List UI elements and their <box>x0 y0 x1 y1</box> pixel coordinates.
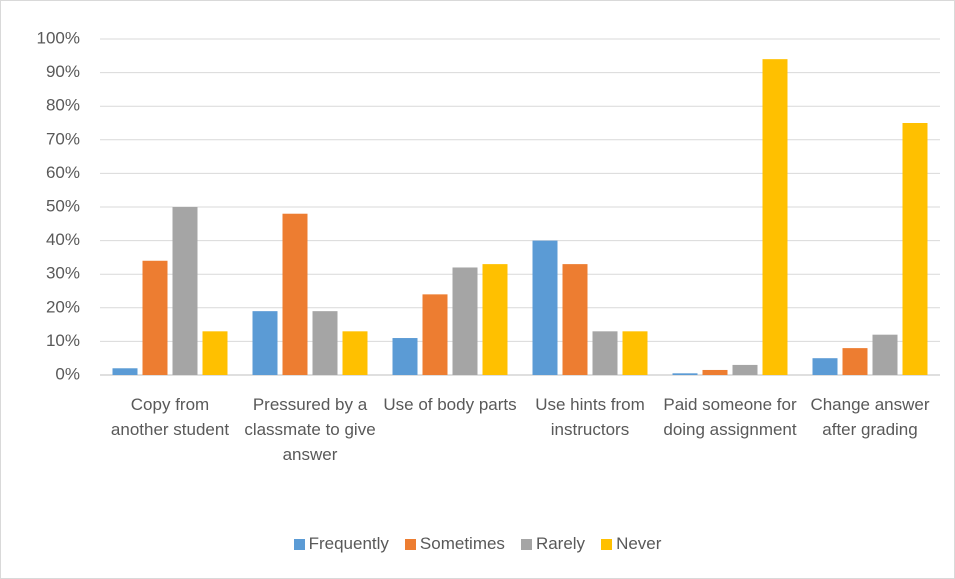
y-tick-label: 0% <box>55 364 80 383</box>
legend-item: Never <box>601 534 661 554</box>
y-tick-label: 90% <box>46 62 80 81</box>
bar <box>172 207 198 375</box>
bar <box>312 311 338 375</box>
y-tick-label: 10% <box>46 331 80 350</box>
legend-label: Sometimes <box>419 534 505 553</box>
bar <box>902 123 928 375</box>
bar <box>422 294 448 375</box>
bar <box>112 368 138 375</box>
x-tick-label: Pressured by a classmate to give answer <box>244 395 376 464</box>
y-tick-label: 50% <box>46 196 80 215</box>
y-tick-label: 60% <box>46 163 80 182</box>
bar <box>282 213 308 375</box>
y-tick-label: 30% <box>46 264 80 283</box>
legend-swatch <box>520 538 532 550</box>
x-tick-label: Paid someone for doing assignment <box>663 395 797 439</box>
x-tick-label: Change answer after grading <box>810 395 930 439</box>
y-tick-label: 40% <box>46 230 80 249</box>
y-tick-label: 20% <box>46 297 80 316</box>
legend-swatch <box>404 538 416 550</box>
x-tick-label: Use hints from instructors <box>535 395 645 439</box>
y-tick-label: 100% <box>37 28 80 47</box>
legend-label: Rarely <box>535 534 586 553</box>
x-tick-label: Copy from another student <box>110 395 230 439</box>
bar <box>562 264 588 375</box>
legend-label: Never <box>616 534 662 553</box>
bar <box>702 369 728 375</box>
bar <box>872 334 898 375</box>
bar <box>142 260 168 375</box>
x-tick-label: Use of body parts <box>383 395 517 414</box>
legend-swatch <box>293 538 305 550</box>
bar <box>392 338 418 375</box>
bar <box>762 59 788 375</box>
legend-item: Sometimes <box>404 534 505 554</box>
bar <box>812 358 838 375</box>
bar <box>672 373 698 375</box>
legend-swatch <box>601 538 613 550</box>
bar <box>342 331 368 375</box>
legend-item: Rarely <box>520 534 586 554</box>
y-tick-label: 80% <box>46 96 80 115</box>
bar <box>622 331 648 375</box>
legend-item: Frequently <box>293 534 389 554</box>
bar <box>592 331 618 375</box>
bar <box>202 331 228 375</box>
bar <box>452 267 478 375</box>
bar <box>252 311 278 375</box>
legend: Frequently Sometimes Rarely Never <box>0 534 955 554</box>
legend-label: Frequently <box>308 534 389 553</box>
bar <box>532 240 558 375</box>
bar <box>842 348 868 375</box>
y-tick-label: 70% <box>46 129 80 148</box>
bar <box>482 264 508 375</box>
bar <box>732 364 758 375</box>
